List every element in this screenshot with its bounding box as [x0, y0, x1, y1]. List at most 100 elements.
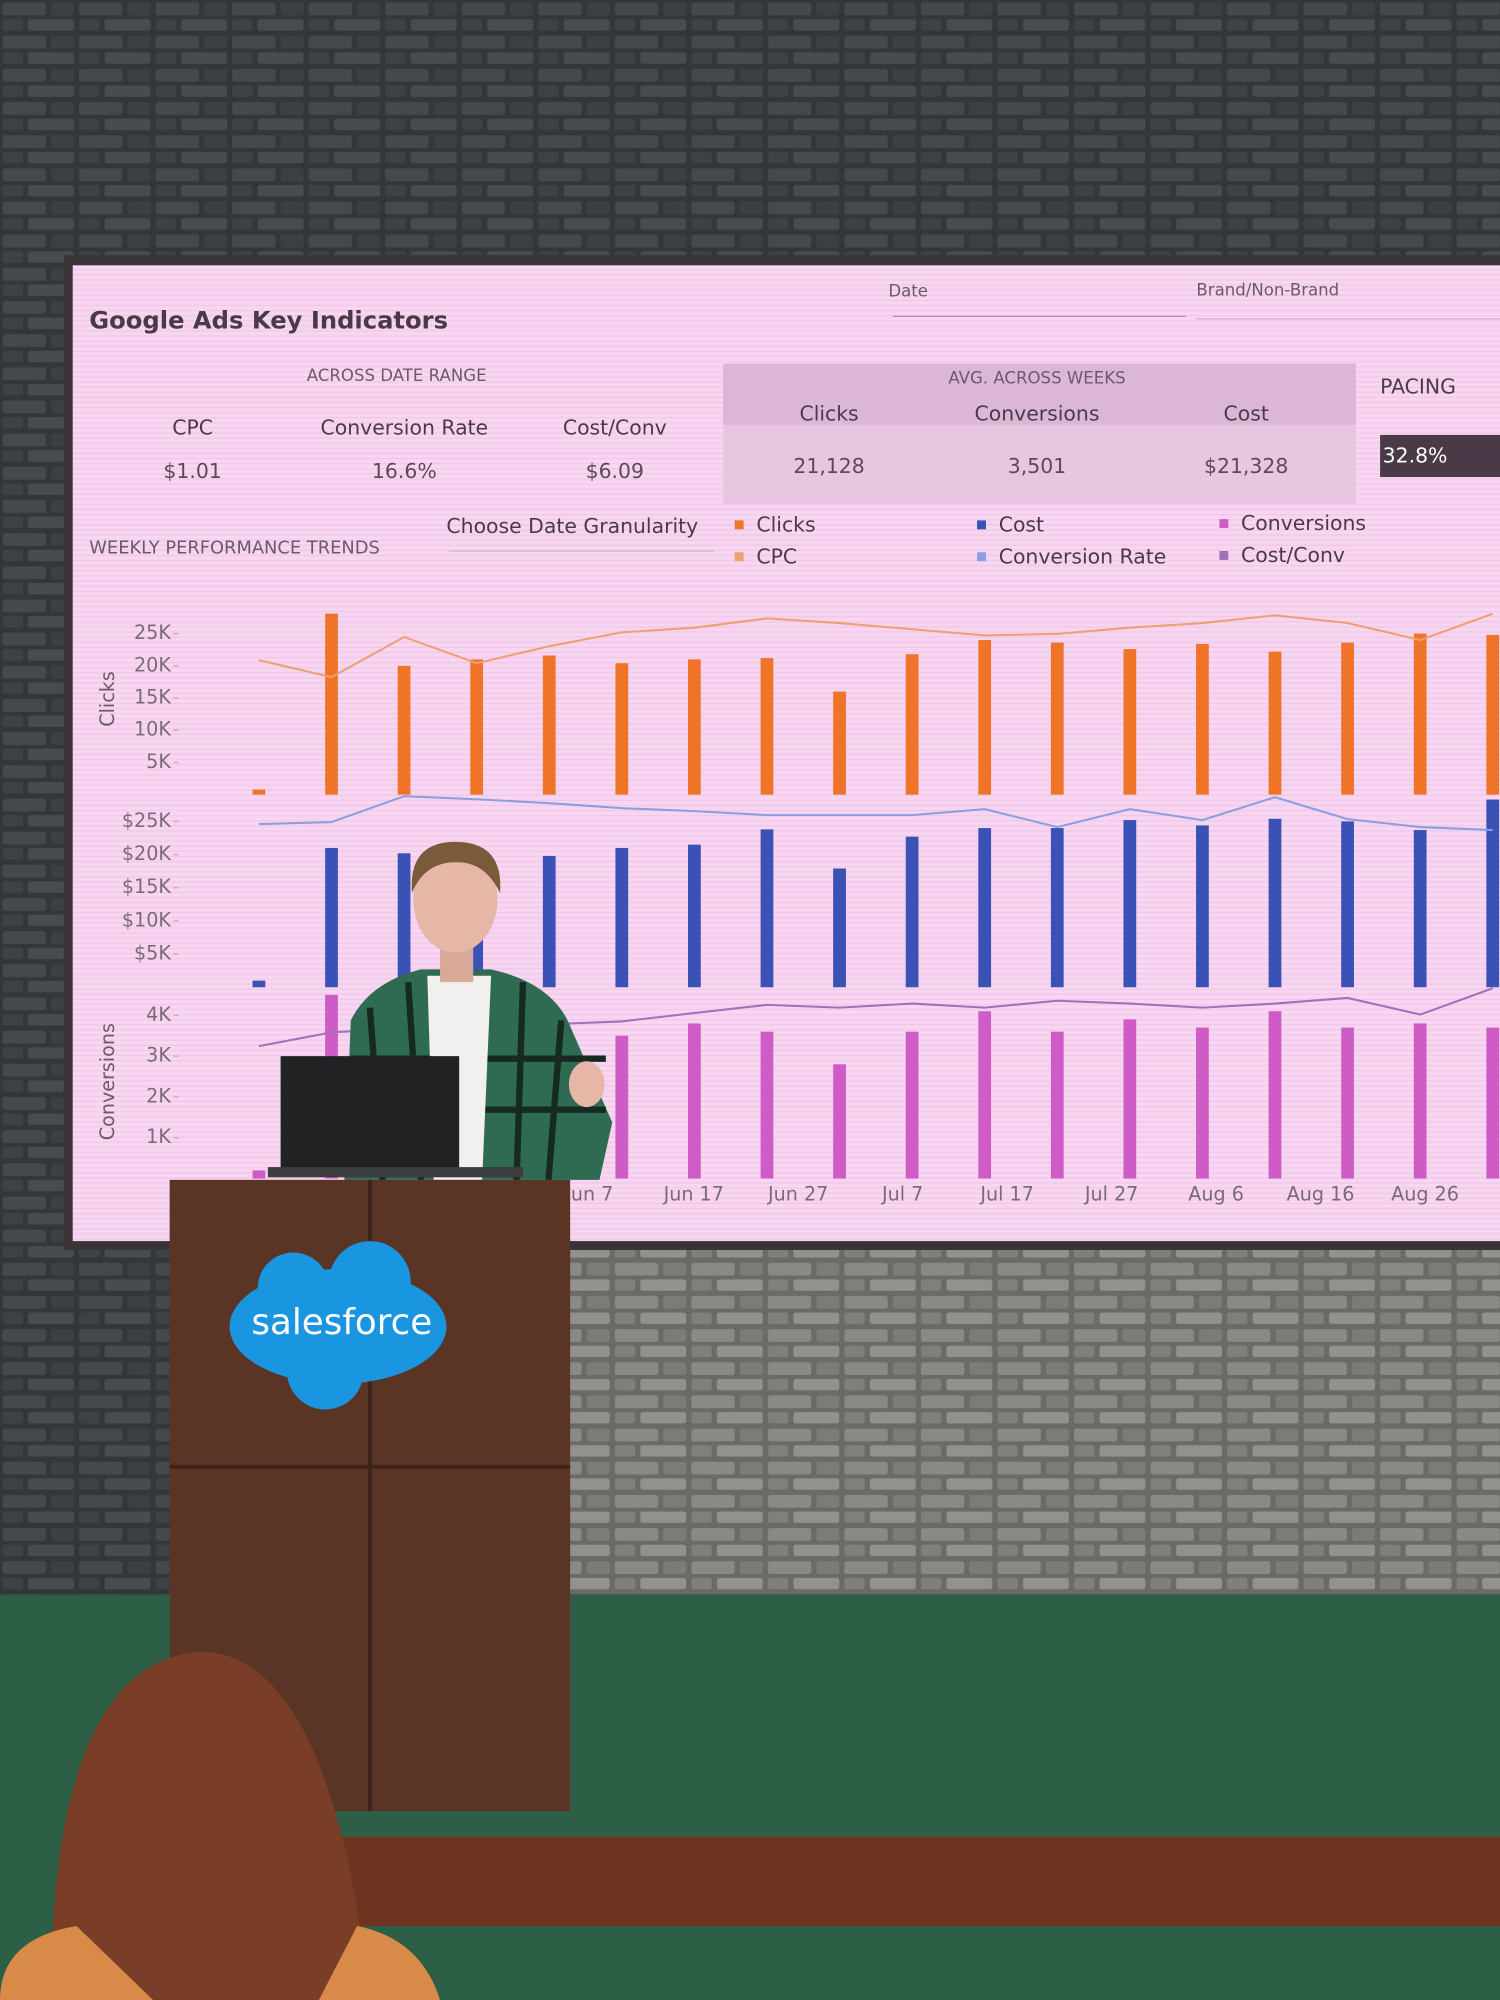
- bar: [1341, 1027, 1354, 1179]
- bar: [1050, 642, 1064, 795]
- bar: [760, 1031, 774, 1179]
- bar: [1196, 825, 1209, 988]
- legend-label: Conversion Rate: [999, 544, 1167, 568]
- bar: [252, 1170, 266, 1179]
- bar: [905, 1031, 919, 1179]
- y-tick-label: 1K: [146, 1125, 171, 1148]
- y-tick-label: 4K: [146, 1003, 171, 1026]
- laptop-base: [267, 1167, 523, 1178]
- bar: [1413, 1023, 1427, 1179]
- bar: [325, 847, 338, 988]
- avg-label: Cost: [1224, 402, 1269, 426]
- y-tick-label: $10K: [122, 908, 172, 931]
- bar: [615, 847, 629, 988]
- bar: [615, 663, 629, 795]
- x-tick-label: Jul 17: [979, 1183, 1034, 1206]
- hand: [568, 1061, 605, 1108]
- bar: [1268, 1011, 1282, 1179]
- x-tick-label: Aug 26: [1391, 1183, 1459, 1206]
- avg-label: Clicks: [799, 402, 858, 426]
- avg-value: 3,501: [1008, 454, 1066, 478]
- y-tick-label: $5K: [134, 942, 171, 965]
- x-tick-label: Jun 7: [564, 1183, 613, 1206]
- audience-head: [51, 1651, 370, 2000]
- bar: [1050, 1031, 1064, 1179]
- laptop: [280, 1056, 460, 1174]
- bar: [905, 654, 919, 795]
- bar: [542, 655, 556, 795]
- logo: salesforce: [229, 1241, 447, 1410]
- trend-line: [258, 612, 1494, 679]
- x-tick-label: Jul 7: [881, 1183, 923, 1206]
- legend-swatch: [977, 520, 986, 530]
- bar: [688, 659, 701, 795]
- bar: [325, 613, 338, 795]
- granularity-label: Choose Date Granularity: [446, 514, 698, 538]
- bar: [542, 855, 556, 988]
- kpi-value: 16.6%: [372, 459, 437, 483]
- kpi-label: Conversion Rate: [321, 416, 489, 440]
- filter-label: Brand/Non-Brand: [1196, 280, 1339, 299]
- stage-edge: [318, 1836, 1500, 1927]
- section-label: AVG. ACROSS WEEKS: [948, 368, 1125, 387]
- legend-label: Cost: [999, 513, 1044, 537]
- pacing-label: PACING: [1380, 375, 1456, 399]
- bar: [1413, 633, 1427, 795]
- bar: [978, 640, 992, 795]
- section-title: WEEKLY PERFORMANCE TRENDS: [89, 537, 380, 558]
- bar: [397, 853, 411, 988]
- logo-cloud: [286, 1332, 364, 1410]
- legend-swatch: [1219, 551, 1229, 560]
- bar: [1268, 651, 1282, 795]
- bar: [1050, 828, 1064, 988]
- y-tick-label: 15K: [134, 686, 171, 709]
- logo-text: salesforce: [251, 1302, 432, 1343]
- avg-value: 21,128: [793, 454, 864, 478]
- bar: [1196, 1027, 1209, 1179]
- bar: [760, 658, 774, 795]
- stage-wall: [561, 1243, 1500, 1595]
- legend-swatch: [977, 552, 986, 562]
- y-tick-label: $20K: [122, 842, 172, 865]
- y-tick-label: $15K: [122, 875, 172, 898]
- bar: [833, 868, 846, 988]
- bar: [252, 980, 266, 988]
- bar: [688, 1023, 701, 1179]
- x-tick-label: Aug 16: [1287, 1183, 1355, 1206]
- y-axis-title: Clicks: [96, 671, 119, 727]
- bar: [1486, 634, 1500, 795]
- kpi-value: $1.01: [163, 459, 221, 483]
- bar: [833, 1064, 846, 1179]
- bar: [1123, 649, 1137, 795]
- x-tick-label: Jun 17: [663, 1183, 724, 1206]
- charts: 5K 10K 15K 20K 25K Clicks Clicks CPC $5K $10K $15K…: [96, 511, 1500, 1206]
- legend-label: Conversions: [1241, 511, 1366, 535]
- y-tick-label: $25K: [122, 809, 172, 832]
- kpi-value: $6.09: [586, 459, 644, 483]
- section-label: ACROSS DATE RANGE: [307, 366, 487, 385]
- y-tick-label: 5K: [146, 750, 171, 773]
- x-tick-label: Jul 27: [1084, 1183, 1139, 1206]
- bar: [978, 828, 992, 988]
- y-tick-label: 10K: [134, 718, 171, 741]
- logo-cloud: [329, 1241, 411, 1323]
- head: [413, 845, 498, 953]
- legend-label: Clicks: [756, 513, 815, 537]
- dashboard-title: Google Ads Key Indicators: [89, 306, 448, 334]
- y-tick-label: 3K: [146, 1044, 171, 1067]
- bar: [1196, 643, 1209, 795]
- hair: [411, 841, 501, 893]
- y-tick-label: 25K: [134, 621, 171, 644]
- bar: [1341, 821, 1354, 988]
- trend-line: [258, 795, 1493, 832]
- filter-label: Date: [888, 282, 928, 301]
- bar: [615, 1035, 629, 1179]
- bar: [252, 789, 266, 795]
- pacing-box: [1380, 434, 1500, 478]
- bar: [1486, 799, 1500, 988]
- y-axis-title: Conversions: [96, 1023, 119, 1140]
- bar: [1341, 642, 1354, 795]
- bar: [833, 691, 846, 795]
- legend-label: Cost/Conv: [1241, 543, 1345, 567]
- y-tick-label: 2K: [146, 1084, 171, 1107]
